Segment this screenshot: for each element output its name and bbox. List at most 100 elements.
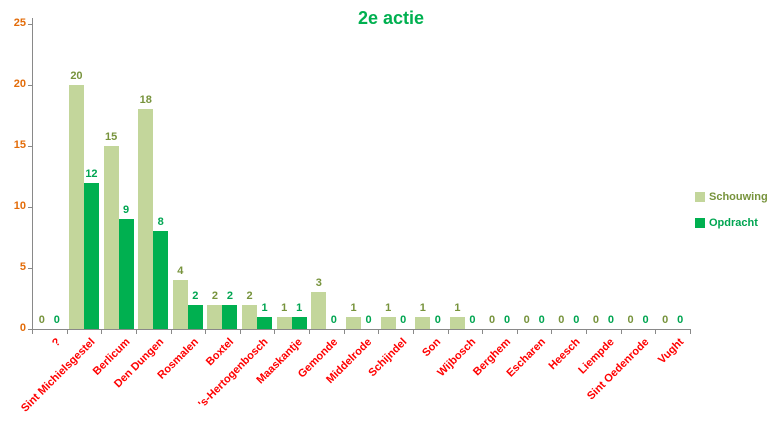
bar-label: 12 bbox=[85, 167, 98, 180]
bar-label: 1 bbox=[454, 301, 461, 314]
bar-label: 8 bbox=[157, 216, 164, 229]
bar-label: 0 bbox=[523, 314, 530, 326]
bar-opdracht bbox=[257, 316, 273, 329]
bar-opdracht bbox=[291, 316, 307, 329]
bar-label: 2 bbox=[192, 289, 199, 302]
bar-label: 0 bbox=[53, 314, 60, 326]
bar-label: 2 bbox=[211, 289, 219, 302]
y-tick-label: 0 bbox=[19, 322, 26, 334]
bar-label: 0 bbox=[38, 314, 45, 326]
bar-label: 9 bbox=[123, 204, 130, 217]
y-tick-label: 20 bbox=[13, 78, 26, 90]
legend-label-schouwing: Schouwing bbox=[709, 191, 768, 203]
y-tick bbox=[28, 85, 32, 86]
bar-opdracht bbox=[187, 304, 203, 329]
bar-opdracht bbox=[118, 219, 134, 329]
category-label: Vught bbox=[655, 336, 687, 367]
x-tick bbox=[447, 329, 449, 334]
bar-label: 0 bbox=[573, 314, 580, 326]
bar-schouwing bbox=[449, 316, 465, 329]
y-tick-label: 25 bbox=[13, 17, 26, 29]
y-tick bbox=[28, 146, 32, 147]
bar-schouwing bbox=[346, 316, 361, 329]
bar-schouwing bbox=[276, 316, 292, 329]
bar-label: 15 bbox=[104, 131, 118, 143]
x-tick bbox=[620, 329, 622, 334]
bar-schouwing bbox=[172, 280, 188, 329]
bar-schouwing bbox=[138, 109, 154, 329]
bar-label: 0 bbox=[627, 314, 634, 326]
y-tick bbox=[28, 329, 32, 330]
y-tick-label: 10 bbox=[13, 200, 26, 212]
bar-label: 0 bbox=[330, 314, 337, 326]
bar-opdracht bbox=[83, 182, 99, 329]
y-tick bbox=[28, 268, 32, 269]
bar-label: 0 bbox=[488, 314, 496, 326]
bar-label: 0 bbox=[592, 314, 599, 326]
bar-schouwing bbox=[207, 304, 223, 329]
bar-schouwing bbox=[68, 85, 84, 329]
bar-label: 0 bbox=[469, 314, 476, 326]
bar-schouwing bbox=[311, 292, 327, 329]
bar-opdracht bbox=[222, 304, 238, 329]
bar-label: 2 bbox=[226, 289, 234, 302]
bar-label: 0 bbox=[538, 314, 545, 326]
y-tick bbox=[28, 207, 32, 208]
x-tick bbox=[32, 329, 33, 334]
x-tick bbox=[135, 329, 137, 334]
x-axis-line bbox=[32, 329, 691, 330]
x-tick bbox=[378, 329, 380, 334]
bar-label: 0 bbox=[434, 314, 441, 326]
y-tick bbox=[28, 24, 32, 25]
bar-label: 2 bbox=[246, 289, 253, 302]
x-tick bbox=[205, 329, 207, 334]
x-tick bbox=[309, 329, 311, 334]
category-label: Son bbox=[420, 336, 444, 360]
bar-label: 0 bbox=[365, 314, 372, 326]
chart-title: 2e actie bbox=[357, 8, 425, 28]
x-tick bbox=[586, 329, 588, 334]
legend-swatch-schouwing bbox=[695, 192, 705, 202]
legend-label-opdracht: Opdracht bbox=[709, 217, 758, 229]
bar-schouwing bbox=[242, 304, 258, 329]
bar-label: 18 bbox=[139, 94, 152, 107]
x-tick bbox=[101, 329, 103, 334]
bar-label: 0 bbox=[677, 314, 684, 326]
legend-item-opdracht: Opdracht bbox=[695, 217, 768, 229]
x-tick bbox=[66, 329, 68, 334]
bar-schouwing bbox=[380, 316, 396, 329]
category-label: Boxtel bbox=[203, 336, 236, 369]
bar-label: 1 bbox=[281, 301, 288, 314]
x-tick bbox=[239, 329, 241, 334]
legend-swatch-opdracht bbox=[695, 218, 705, 228]
x-tick bbox=[655, 329, 657, 334]
bar-label: 0 bbox=[558, 314, 565, 326]
bar-label: 4 bbox=[177, 265, 184, 278]
bar-label: 0 bbox=[642, 314, 649, 326]
bar-label: 0 bbox=[503, 314, 511, 326]
bar-label: 0 bbox=[607, 314, 614, 326]
bar-schouwing bbox=[103, 146, 119, 329]
bar-label: 1 bbox=[296, 301, 303, 314]
legend-item-schouwing: Schouwing bbox=[695, 191, 768, 203]
x-tick bbox=[551, 329, 553, 334]
legend: Schouwing Opdracht bbox=[695, 191, 768, 229]
bar-label: 1 bbox=[385, 301, 392, 314]
bar-label: 1 bbox=[350, 301, 357, 314]
bar-schouwing bbox=[415, 316, 431, 329]
bar-opdracht bbox=[153, 231, 169, 329]
y-axis-line bbox=[32, 18, 33, 330]
bar-label: 3 bbox=[315, 277, 322, 290]
y-tick-label: 15 bbox=[13, 139, 26, 151]
x-tick bbox=[482, 329, 484, 334]
x-tick bbox=[516, 329, 518, 334]
x-tick bbox=[412, 329, 414, 334]
bar-label: 1 bbox=[261, 301, 268, 314]
bar-label: 1 bbox=[419, 301, 426, 314]
x-tick bbox=[343, 329, 345, 334]
bar-label: 0 bbox=[662, 314, 669, 326]
x-tick bbox=[690, 329, 691, 334]
bar-label: 20 bbox=[70, 70, 83, 82]
y-tick-label: 5 bbox=[19, 261, 26, 273]
